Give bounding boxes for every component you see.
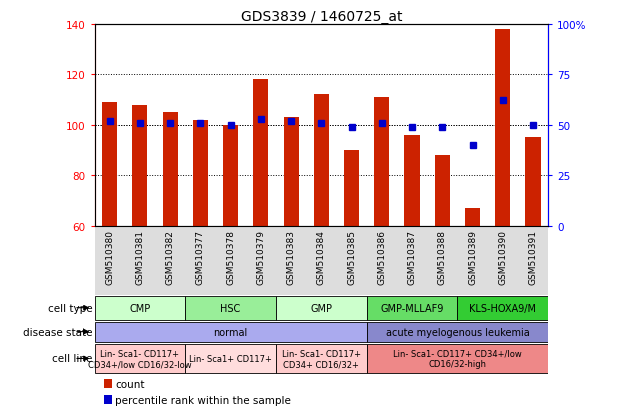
Text: GSM510389: GSM510389	[468, 230, 477, 284]
Bar	[367, 344, 548, 373]
Text: GMP-MLLAF9: GMP-MLLAF9	[381, 303, 444, 313]
Text: normal: normal	[214, 327, 248, 337]
Bar	[525, 138, 541, 226]
Bar	[103, 395, 112, 404]
Bar	[404, 135, 420, 226]
Bar	[102, 103, 117, 226]
Text: KLS-HOXA9/M: KLS-HOXA9/M	[469, 303, 536, 313]
Bar	[223, 126, 238, 226]
Bar	[253, 80, 268, 226]
Text: acute myelogenous leukemia: acute myelogenous leukemia	[386, 327, 529, 337]
Bar	[94, 344, 185, 373]
Text: percentile rank within the sample: percentile rank within the sample	[115, 394, 291, 405]
Bar	[103, 380, 112, 388]
Text: GSM510383: GSM510383	[287, 230, 295, 284]
Bar	[185, 344, 276, 373]
Text: cell type: cell type	[48, 303, 92, 313]
Text: Lin- Sca1- CD117+
CD34+ CD16/32+: Lin- Sca1- CD117+ CD34+ CD16/32+	[282, 349, 361, 368]
Text: count: count	[115, 379, 144, 389]
Bar	[314, 95, 329, 226]
Text: GSM510387: GSM510387	[408, 230, 416, 284]
Bar	[435, 156, 450, 226]
Text: GSM510377: GSM510377	[196, 230, 205, 284]
Text: GSM510380: GSM510380	[105, 230, 114, 284]
Text: GSM510391: GSM510391	[529, 230, 537, 284]
Text: HSC: HSC	[220, 303, 241, 313]
Text: GSM510384: GSM510384	[317, 230, 326, 284]
Bar	[374, 98, 389, 226]
Text: GSM510388: GSM510388	[438, 230, 447, 284]
Text: Lin- Sca1+ CD117+: Lin- Sca1+ CD117+	[189, 354, 272, 363]
Bar	[94, 296, 185, 320]
Bar	[284, 118, 299, 226]
Text: GSM510385: GSM510385	[347, 230, 356, 284]
Bar	[367, 322, 548, 342]
Text: GSM510378: GSM510378	[226, 230, 235, 284]
Bar	[457, 296, 548, 320]
Text: GMP: GMP	[311, 303, 332, 313]
Text: GSM510379: GSM510379	[256, 230, 265, 284]
Bar	[185, 296, 276, 320]
Text: Lin- Sca1- CD117+ CD34+/low
CD16/32-high: Lin- Sca1- CD117+ CD34+/low CD16/32-high	[393, 349, 522, 368]
Text: GSM510390: GSM510390	[498, 230, 507, 284]
Text: CMP: CMP	[129, 303, 151, 313]
Text: GSM510382: GSM510382	[166, 230, 175, 284]
Bar	[276, 344, 367, 373]
Bar	[367, 296, 457, 320]
Bar	[276, 296, 367, 320]
Bar	[465, 209, 480, 226]
Title: GDS3839 / 1460725_at: GDS3839 / 1460725_at	[241, 10, 402, 24]
Bar	[163, 113, 178, 226]
Bar	[193, 120, 208, 226]
Bar	[495, 30, 510, 226]
Text: GSM510386: GSM510386	[377, 230, 386, 284]
Text: disease state: disease state	[23, 327, 92, 337]
Text: GSM510381: GSM510381	[135, 230, 144, 284]
Bar	[94, 322, 367, 342]
Text: Lin- Sca1- CD117+
CD34+/low CD16/32-low: Lin- Sca1- CD117+ CD34+/low CD16/32-low	[88, 349, 192, 368]
Text: cell line: cell line	[52, 354, 92, 363]
Bar	[344, 151, 359, 226]
Bar	[132, 105, 147, 226]
